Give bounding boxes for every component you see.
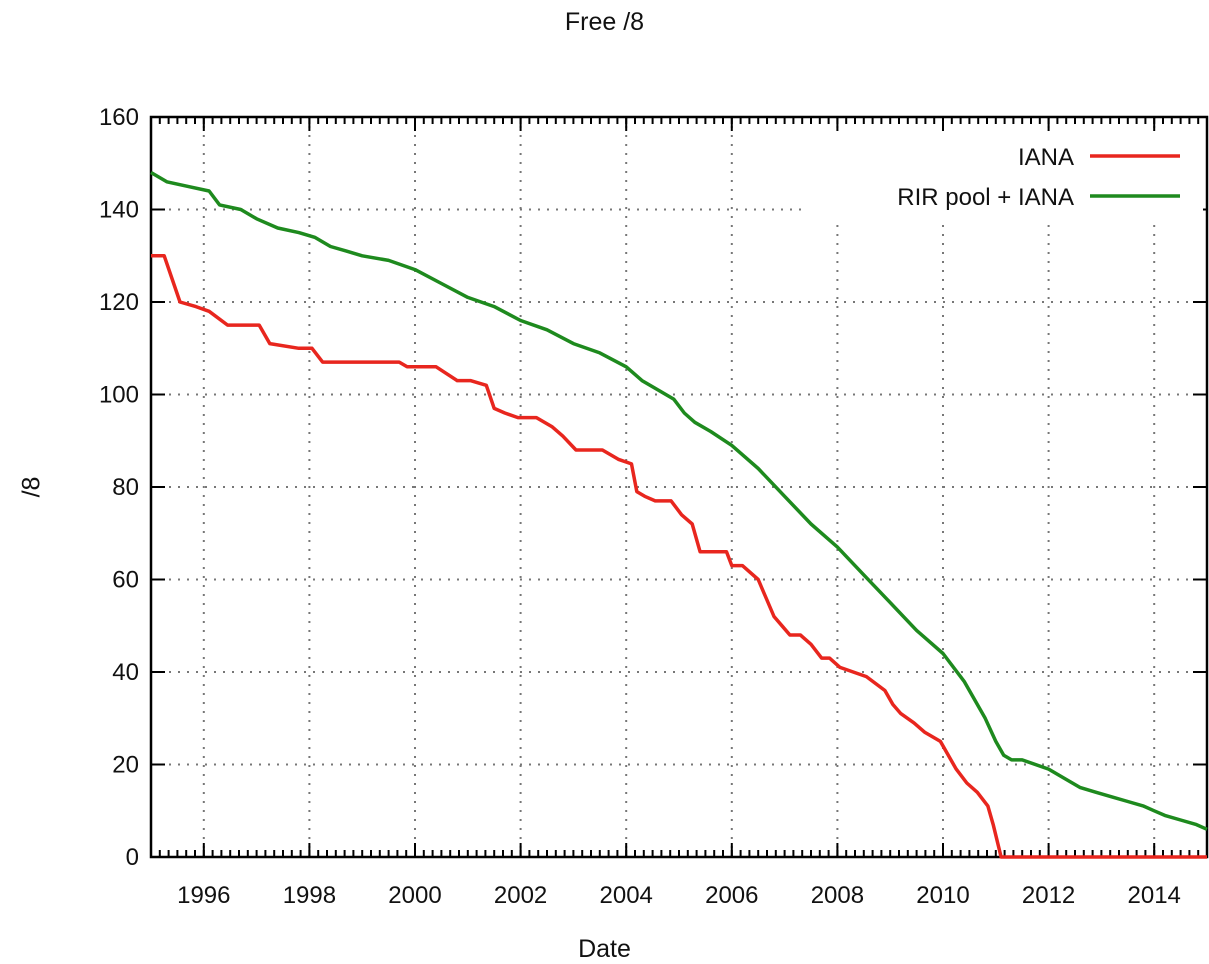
- y-tick-label: 80: [112, 474, 139, 501]
- legend-box: [805, 132, 1203, 218]
- y-tick-label: 160: [99, 104, 139, 131]
- y-tick-label: 40: [112, 659, 139, 686]
- x-tick-label: 2008: [811, 882, 864, 909]
- y-tick-label: 120: [99, 289, 139, 316]
- y-tick-label: 20: [112, 752, 139, 779]
- legend-label-1: IANA: [1018, 144, 1074, 171]
- x-tick-label: 2002: [494, 882, 547, 909]
- y-tick-label: 60: [112, 567, 139, 594]
- y-tick-label: 0: [126, 844, 139, 871]
- x-tick-label: 2010: [916, 882, 969, 909]
- x-axis-label: Date: [578, 935, 631, 963]
- x-tick-label: 2014: [1128, 882, 1181, 909]
- plot-frame: [149, 115, 1209, 859]
- y-tick-label: 100: [99, 382, 139, 409]
- x-tick-label: 2004: [600, 882, 653, 909]
- chart-title: Free /8: [564, 8, 645, 36]
- x-tick-label: 2012: [1022, 882, 1075, 909]
- series-line-2: [150, 170, 1208, 831]
- x-tick-label: 1998: [283, 882, 336, 909]
- series-line-1: [151, 254, 1207, 859]
- x-tick-label: 2000: [388, 882, 441, 909]
- y-tick-label: 140: [99, 197, 139, 224]
- x-tick-label: 1996: [177, 882, 230, 909]
- x-tick-label: 2006: [705, 882, 758, 909]
- legend-label-2: RIR pool + IANA: [897, 184, 1074, 211]
